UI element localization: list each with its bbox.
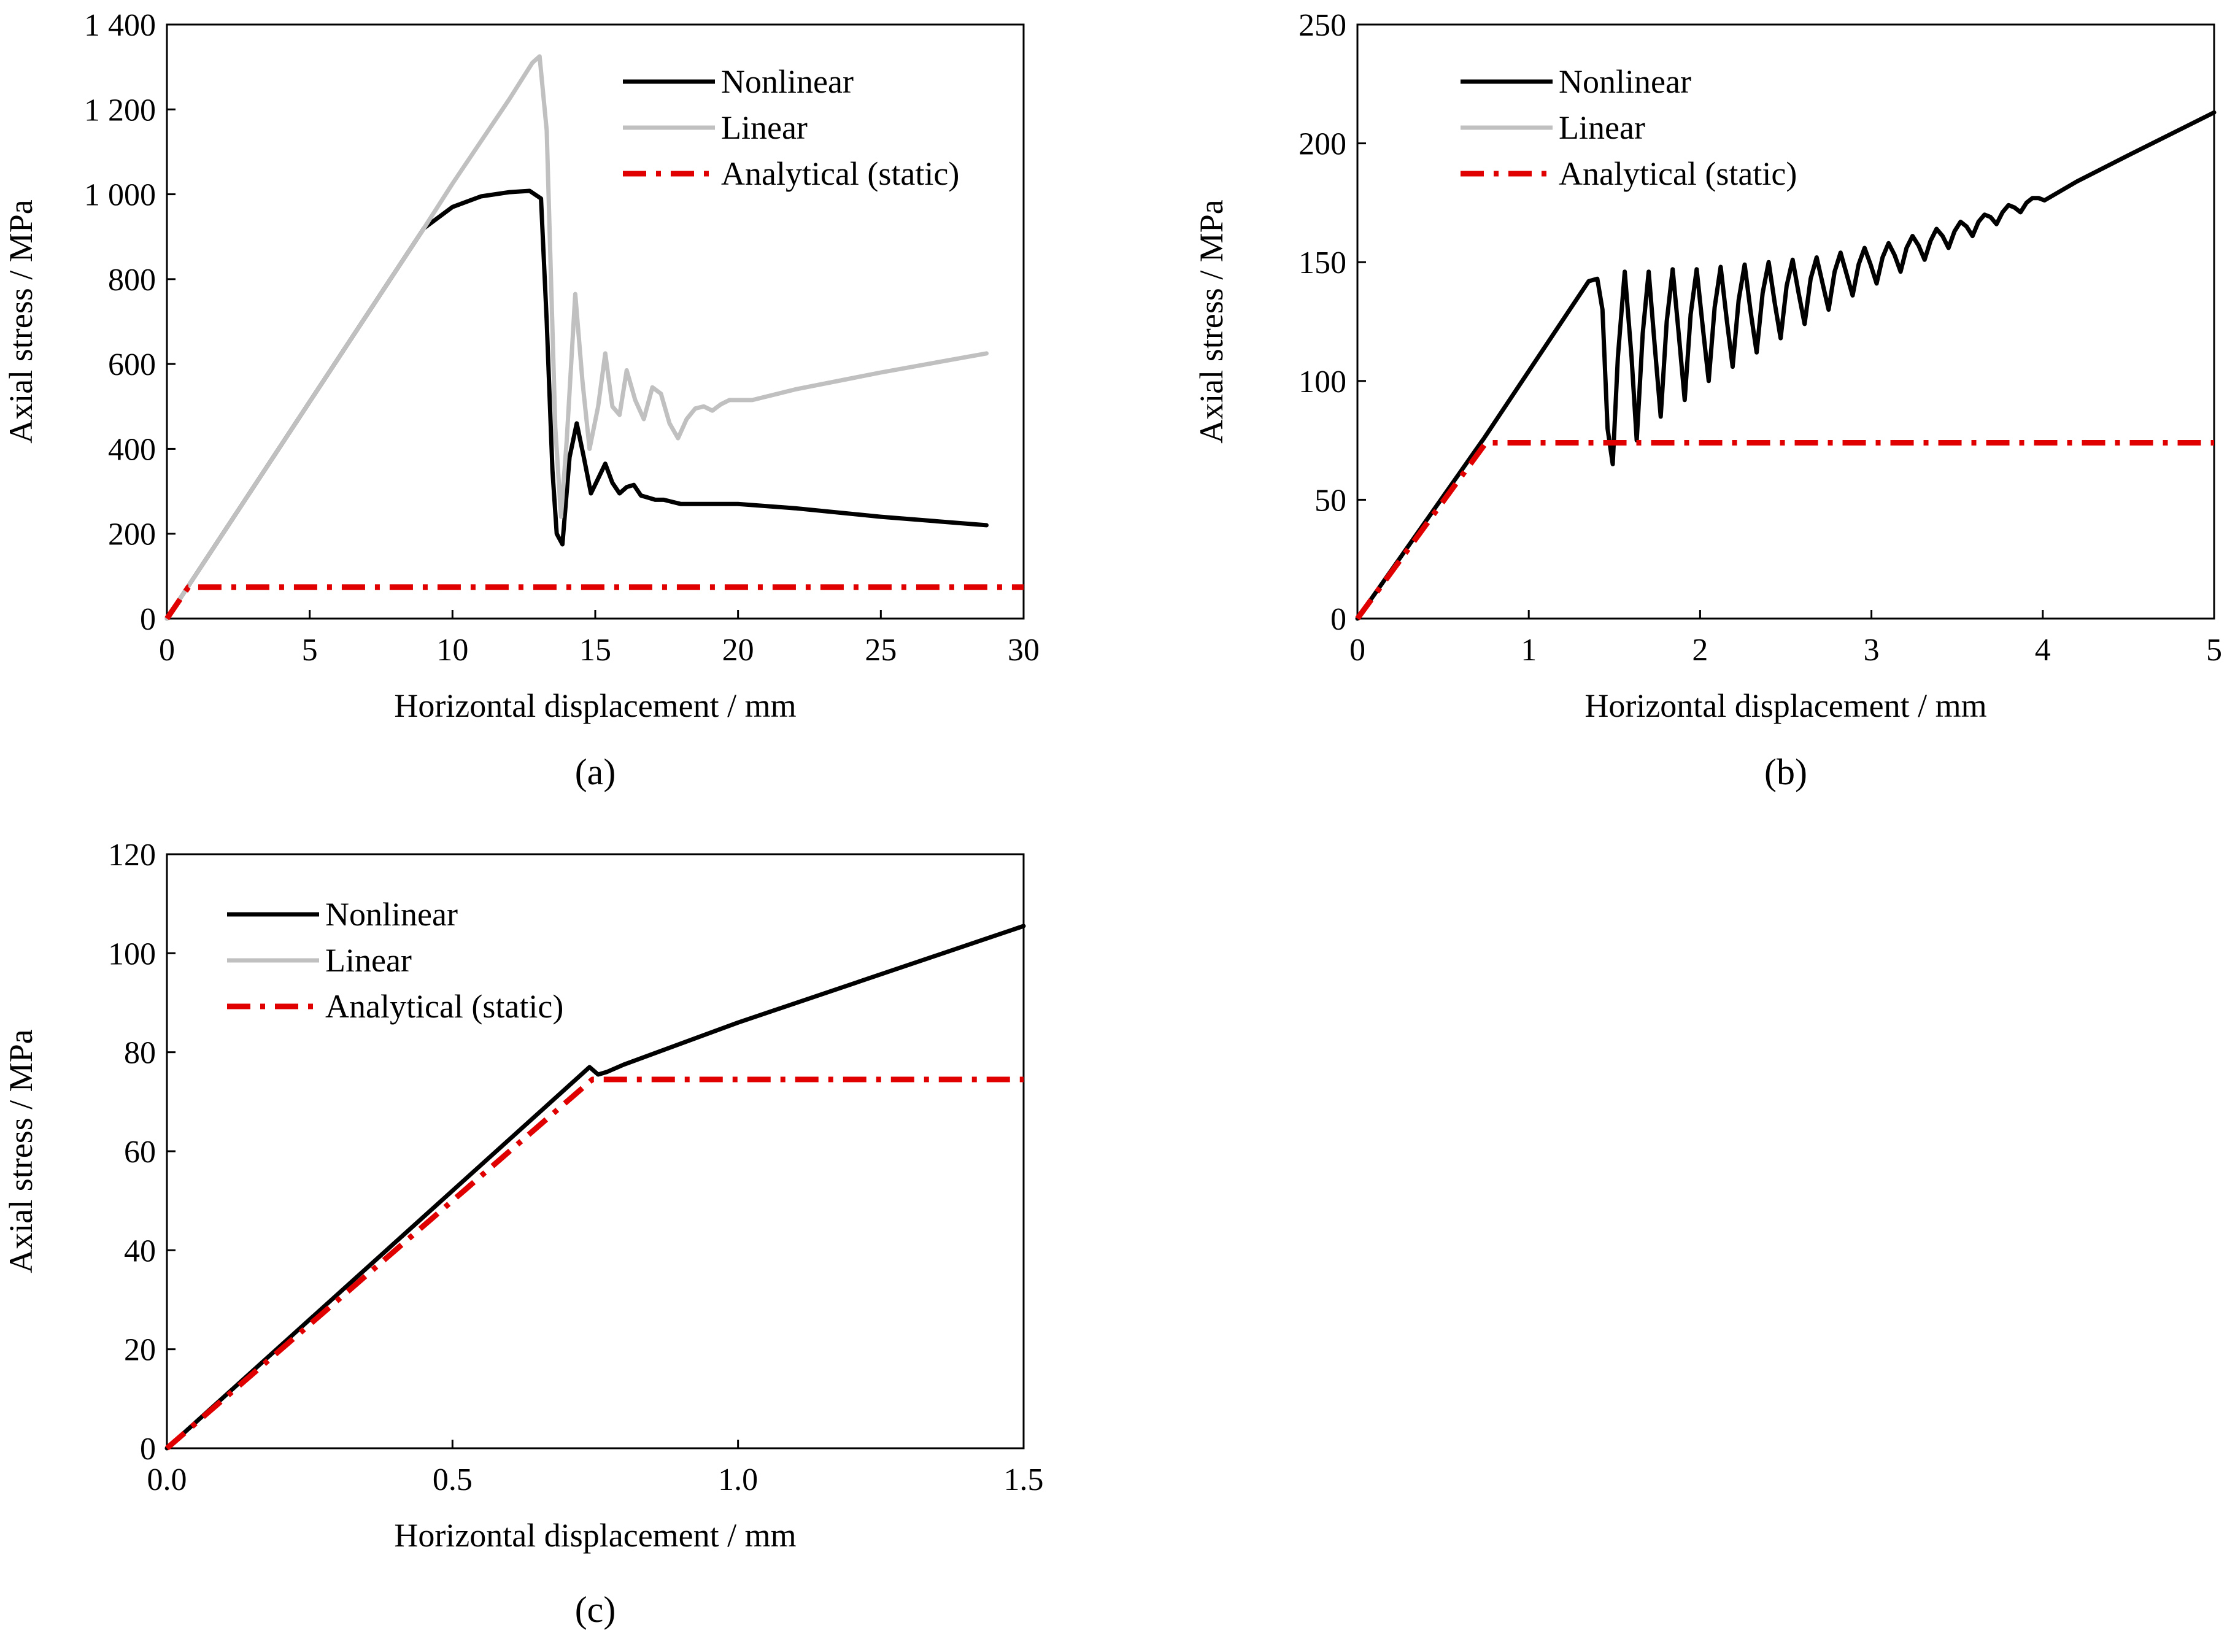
plot-frame	[166, 23, 1025, 620]
y-tick-label: 50	[1314, 483, 1346, 518]
x-tick-label: 0	[159, 633, 175, 668]
legend-label-analytical: Analytical (static)	[721, 155, 959, 192]
series-line-linear	[164, 54, 989, 621]
y-tick-label: 200	[1299, 127, 1346, 162]
x-tick-label: 4	[2035, 633, 2051, 668]
series-line-nonlinear	[1355, 110, 2217, 621]
y-tick-label: 1 000	[84, 178, 156, 213]
legend-label-analytical: Analytical (static)	[1559, 155, 1797, 192]
x-tick-label: 10	[436, 633, 468, 668]
y-axis-title: Axial stress / MPa	[2, 199, 39, 444]
legend: Nonlinear Linear Analytical (static)	[1461, 63, 1797, 192]
y-tick-label: 0	[140, 1432, 156, 1467]
series-line-analytical-static	[164, 584, 1024, 620]
y-tick-label: 80	[124, 1036, 156, 1071]
x-axis-title: Horizontal displacement / mm	[394, 1517, 796, 1554]
y-tick-label: 250	[1299, 8, 1346, 43]
x-tick-label: 20	[722, 633, 754, 668]
y-tick-label: 150	[1299, 245, 1346, 280]
y-tick-label: 60	[124, 1135, 156, 1170]
panel-label: (b)	[1764, 752, 1807, 792]
panel-label: (c)	[575, 1589, 616, 1630]
y-axis-title: Axial stress / MPa	[1193, 199, 1230, 444]
x-tick-label: 0.0	[147, 1462, 187, 1497]
x-tick-label: 0.5	[433, 1462, 473, 1497]
series-line-analytical-static	[165, 1076, 1024, 1451]
y-tick-label: 400	[108, 432, 156, 467]
panel-c: 0.0 0.5 1.0 1.5 0 20 40 60 80 100 120 Horizontal di…	[2, 838, 1044, 1630]
panel-a: 0 5 10 15 20 25 30 0 200 400 600 800 1 000 1 200 1 400…	[2, 8, 1040, 792]
legend: Nonlinear Linear Analytical (static)	[227, 896, 563, 1025]
panel-label: (a)	[575, 752, 616, 792]
x-tick-label: 1.5	[1004, 1462, 1044, 1497]
legend-label-linear: Linear	[1559, 109, 1645, 146]
series-line-nonlinear	[164, 924, 1026, 1451]
y-tick-label: 120	[108, 838, 156, 873]
legend-label-nonlinear: Nonlinear	[721, 63, 854, 100]
x-axis-title: Horizontal displacement / mm	[1584, 687, 1986, 724]
legend-label-linear: Linear	[721, 109, 808, 146]
legend-label-nonlinear: Nonlinear	[325, 896, 458, 933]
y-tick-label: 200	[108, 517, 156, 552]
x-tick-label: 15	[579, 633, 611, 668]
x-tick-label: 25	[865, 633, 897, 668]
y-tick-label: 0	[140, 602, 156, 637]
y-tick-label: 1 200	[84, 93, 156, 128]
x-tick-label: 1.0	[718, 1462, 758, 1497]
x-tick-label: 1	[1521, 633, 1537, 668]
series-line-nonlinear	[164, 188, 989, 621]
legend-label-linear: Linear	[325, 942, 412, 979]
y-tick-label: 40	[124, 1233, 156, 1268]
y-tick-label: 20	[124, 1333, 156, 1368]
series-line-analytical-static	[1355, 440, 2214, 620]
legend: Nonlinear Linear Analytical (static)	[623, 63, 959, 192]
x-tick-label: 2	[1692, 633, 1708, 668]
plot-frame	[166, 853, 1025, 1449]
x-tick-label: 5	[302, 633, 318, 668]
y-tick-label: 100	[108, 936, 156, 971]
y-tick-label: 600	[108, 347, 156, 382]
x-tick-label: 5	[2206, 633, 2222, 668]
x-tick-label: 30	[1008, 633, 1040, 668]
y-tick-label: 1 400	[84, 8, 156, 43]
y-tick-label: 0	[1330, 602, 1346, 637]
x-tick-label: 0	[1349, 633, 1365, 668]
y-axis-title: Axial stress / MPa	[2, 1029, 39, 1273]
legend-label-analytical: Analytical (static)	[325, 988, 563, 1025]
x-tick-label: 3	[1864, 633, 1880, 668]
x-axis-title: Horizontal displacement / mm	[394, 687, 796, 724]
legend-label-nonlinear: Nonlinear	[1559, 63, 1691, 100]
y-tick-label: 100	[1299, 365, 1346, 399]
plot-frame	[1356, 23, 2215, 620]
y-tick-label: 800	[108, 263, 156, 298]
